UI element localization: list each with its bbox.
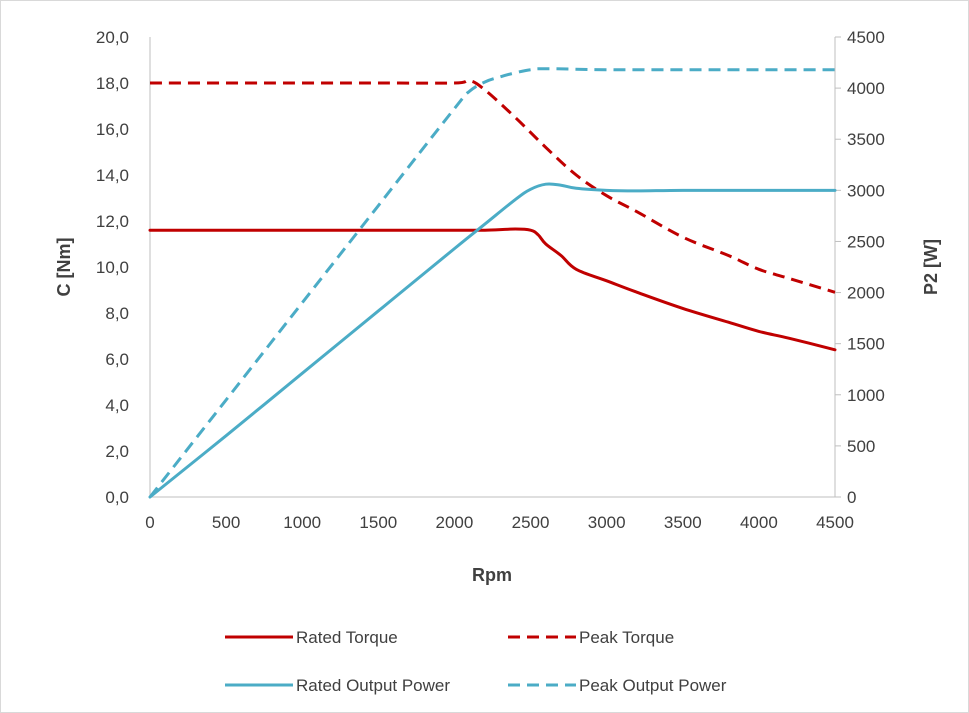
- rated-torque-line: [148, 227, 837, 352]
- x-tick-label: 3000: [588, 513, 626, 532]
- right-y-tick-label: 1500: [847, 335, 885, 354]
- legend-label: Rated Torque: [296, 628, 398, 647]
- left-y-tick-label: 12,0: [96, 212, 129, 231]
- legend-item-rated-output-power: Rated Output Power: [225, 676, 450, 695]
- left-y-tick-label: 8,0: [105, 304, 129, 323]
- right-axis-tick-marks: [835, 36, 841, 498]
- right-axis-tick-labels: 0 500 1000 1500 2000 2500 3000 3500 4000 4500: [847, 28, 885, 507]
- right-y-tick-label: 0: [847, 488, 856, 507]
- right-y-tick-label: 500: [847, 437, 875, 456]
- x-tick-label: 0: [145, 513, 154, 532]
- rated-output-power-line: [148, 182, 837, 499]
- left-y-tick-label: 2,0: [105, 442, 129, 461]
- left-y-tick-label: 10,0: [96, 258, 129, 277]
- x-axis-tick-labels: 0 500 1000 1500 2000 2500 3000 3500 4000 4500: [145, 513, 854, 532]
- x-axis-title: Rpm: [472, 565, 512, 585]
- legend-label: Peak Output Power: [579, 676, 727, 695]
- right-y-tick-label: 3500: [847, 130, 885, 149]
- right-y-tick-label: 4000: [847, 79, 885, 98]
- legend-item-peak-torque: Peak Torque: [508, 628, 674, 647]
- legend-label: Rated Output Power: [296, 676, 450, 695]
- left-axis-tick-labels: 0,0 2,0 4,0 6,0 8,0 10,0 12,0 14,0 16,0 18,0 20,0: [96, 28, 129, 507]
- x-tick-label: 4000: [740, 513, 778, 532]
- left-y-axis-title: C [Nm]: [54, 238, 74, 297]
- legend-item-rated-torque: Rated Torque: [225, 628, 398, 647]
- left-y-tick-label: 4,0: [105, 396, 129, 415]
- left-y-tick-label: 0,0: [105, 488, 129, 507]
- right-y-tick-label: 1000: [847, 386, 885, 405]
- right-y-tick-label: 4500: [847, 28, 885, 47]
- legend: Rated Torque Peak Torque Rated Output Powe…: [225, 628, 727, 695]
- left-y-tick-label: 16,0: [96, 120, 129, 139]
- legend-label: Peak Torque: [579, 628, 674, 647]
- right-y-tick-label: 2500: [847, 232, 885, 251]
- left-y-tick-label: 20,0: [96, 28, 129, 47]
- left-y-tick-label: 6,0: [105, 350, 129, 369]
- left-y-tick-label: 18,0: [96, 74, 129, 93]
- x-tick-label: 1500: [359, 513, 397, 532]
- left-y-tick-label: 14,0: [96, 166, 129, 185]
- x-tick-label: 2500: [512, 513, 550, 532]
- series-lines: [148, 67, 837, 499]
- right-y-tick-label: 3000: [847, 181, 885, 200]
- right-y-axis-title: P2 [W]: [921, 239, 941, 295]
- x-tick-label: 1000: [283, 513, 321, 532]
- legend-item-peak-output-power: Peak Output Power: [508, 676, 727, 695]
- x-tick-label: 500: [212, 513, 240, 532]
- x-tick-label: 3500: [664, 513, 702, 532]
- right-y-tick-label: 2000: [847, 284, 885, 303]
- x-tick-label: 2000: [436, 513, 474, 532]
- x-tick-label: 4500: [816, 513, 854, 532]
- peak-output-power-line: [148, 67, 835, 498]
